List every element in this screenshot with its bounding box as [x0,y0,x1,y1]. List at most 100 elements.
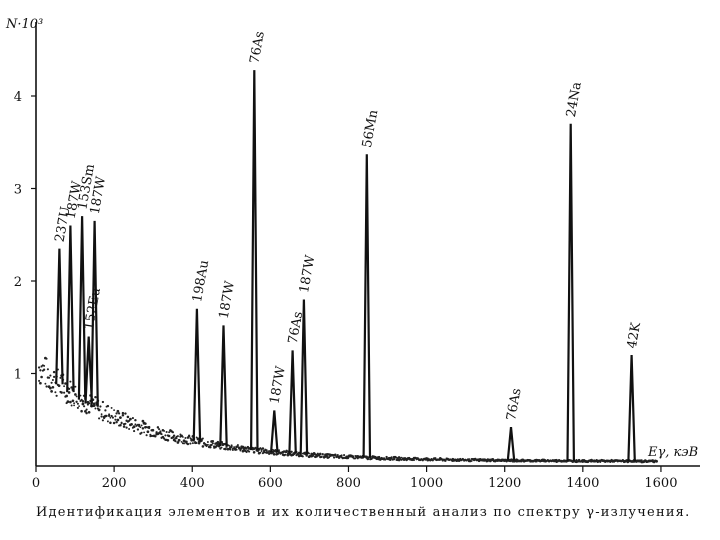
background-point [290,450,293,453]
background-point [141,419,145,423]
background-point [211,442,214,445]
background-point [112,421,116,425]
x-tick-label: 400 [180,476,205,491]
background-point [164,434,167,437]
background-point [104,409,107,412]
peak-label: 42K [625,321,644,350]
background-point [414,456,417,460]
y-tick-label: 2 [14,275,22,290]
background-point [284,453,287,456]
background-point [111,416,114,419]
background-point [74,385,77,388]
background-point [206,443,209,446]
background-point [132,425,136,429]
background-point [69,380,72,383]
x-axis-label: Eγ, кэВ [647,445,698,460]
background-point [78,405,80,407]
background-point [55,394,58,397]
background-point [73,404,76,407]
peaks [55,70,636,462]
background-point [319,452,322,456]
peak-187w [219,325,228,447]
background-point [119,416,122,419]
background-point [141,427,145,430]
peak-label: 76As [247,30,267,65]
background-point [92,402,96,406]
background-point [196,438,199,441]
background-point [176,435,179,438]
background-point [113,409,116,412]
background-point [130,423,133,426]
peak-label: 187W [297,253,319,294]
background-point [76,406,79,409]
background-point [191,442,194,445]
peak-label: 187W [88,175,110,216]
background-point [67,391,71,394]
background-point [65,394,68,398]
background-point [224,447,227,451]
background-point [413,459,416,462]
background-point [444,459,447,462]
background-point [336,453,339,457]
x-tick-label: 1600 [644,476,677,491]
background-point [233,446,236,448]
background-point [101,419,104,422]
background-point [40,375,43,379]
peak-187w [90,220,99,407]
background-point [71,399,75,403]
background-point [126,415,130,419]
background-point [231,449,234,451]
background-point [70,386,73,389]
background-point [230,444,233,447]
background-point [99,405,102,408]
background-point [128,428,131,430]
background-point [51,378,54,382]
background-point [136,428,140,431]
background-point [211,440,215,443]
background-point [201,437,204,440]
background-point [321,453,324,455]
background-point [186,442,190,446]
background-point [334,453,337,457]
background-point [125,426,128,429]
x-tick-label: 0 [32,476,40,491]
background-point [75,400,78,403]
background-point [105,414,108,418]
background-point [209,446,212,449]
background-point [115,412,118,415]
background-point [66,400,70,403]
background-point [44,382,47,385]
background-point [110,406,113,409]
peak-237u [55,248,64,385]
background-point [195,441,198,445]
peak-label: 76As [504,387,524,422]
background-point [190,438,193,441]
peak-24na [566,123,575,461]
background-point [134,423,137,426]
background-point [59,376,62,379]
peak-42k [627,354,636,462]
background-point [144,422,147,425]
background-point [156,426,160,429]
background-point [176,441,180,444]
background-point [97,408,101,412]
background-point [154,435,157,438]
background-point [121,411,125,415]
background-point [333,456,336,459]
background-point [121,414,125,417]
background-point [106,420,109,423]
peak-label: 187W [217,279,239,320]
peak-76as [506,426,516,461]
background-point [261,447,265,450]
background-point [301,455,304,458]
background-point [63,391,66,394]
background-point [393,458,396,461]
background-point [175,437,178,440]
background-point [45,357,48,360]
background-point [52,370,56,374]
background-point [220,446,223,449]
peak-label: 56Mn [360,108,382,149]
background-point [98,417,101,420]
background-point [140,431,143,434]
